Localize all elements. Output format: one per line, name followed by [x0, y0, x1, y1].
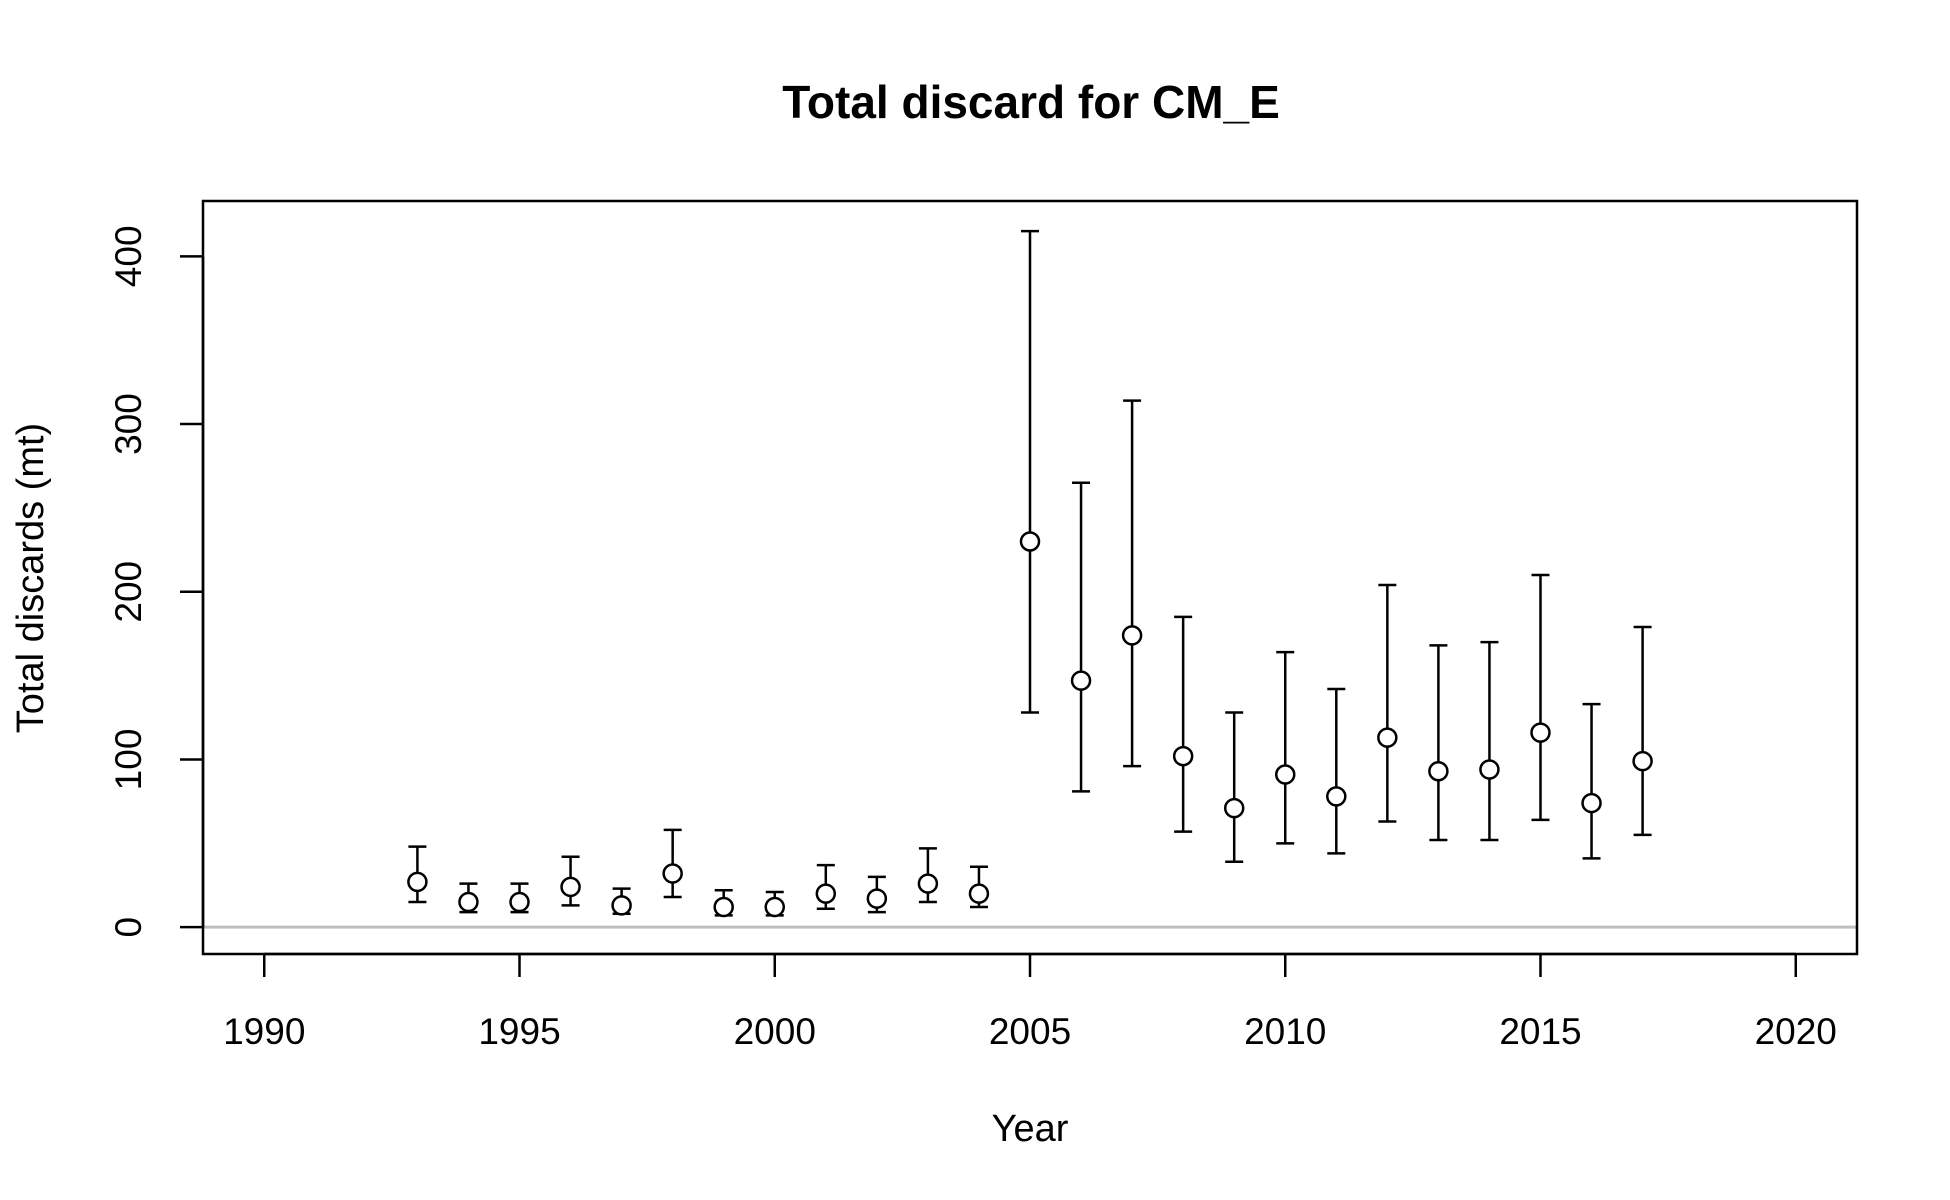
data-point	[815, 883, 837, 904]
data-point	[1223, 797, 1245, 819]
data-point-group	[1070, 481, 1092, 793]
data-point	[1632, 750, 1653, 772]
x-axis-label: Year	[992, 1108, 1069, 1150]
y-tick-label: 400	[108, 225, 149, 287]
y-tick-label: 200	[108, 561, 149, 623]
data-point-group	[866, 875, 888, 914]
data-point-group	[1428, 644, 1449, 842]
data-point	[917, 873, 939, 894]
data-point	[1172, 745, 1194, 767]
data-point-group	[1223, 711, 1245, 864]
x-tick-label: 2010	[1244, 1011, 1326, 1052]
data-point-group	[764, 890, 786, 918]
data-point-group	[611, 887, 632, 916]
data-point	[1377, 727, 1398, 748]
data-point-group	[1581, 702, 1602, 860]
data-point	[1121, 625, 1143, 646]
data-point-group	[917, 847, 939, 904]
x-tick-label: 2000	[734, 1011, 816, 1052]
data-point-group	[1121, 399, 1143, 768]
data-point-group	[1274, 650, 1296, 845]
data-point-group	[458, 882, 479, 914]
data-point	[764, 896, 786, 918]
data-point-group	[1172, 615, 1194, 833]
x-tick-label: 1995	[478, 1011, 560, 1052]
data-point	[509, 891, 530, 913]
data-point-group	[1632, 625, 1653, 837]
y-tick-label: 300	[108, 393, 149, 455]
y-axis-label: Total discards (mt)	[10, 423, 52, 733]
data-point	[1479, 759, 1500, 780]
data-point	[1530, 722, 1551, 743]
y-tick-label: 100	[108, 729, 149, 791]
x-tick-label: 1990	[223, 1011, 305, 1052]
data-point-group	[815, 863, 837, 910]
data-point	[968, 883, 990, 904]
data-point-group	[968, 865, 990, 909]
data-point-group	[662, 828, 683, 899]
data-point-group	[1377, 583, 1398, 823]
data-point	[611, 895, 632, 916]
data-point	[713, 896, 734, 918]
data-point	[458, 891, 479, 913]
data-point	[1019, 531, 1041, 552]
x-tick-label: 2020	[1755, 1011, 1837, 1052]
data-point-group	[1019, 229, 1041, 714]
y-tick-label: 0	[108, 917, 149, 938]
data-point-group	[407, 845, 428, 904]
data-point	[1070, 670, 1092, 691]
x-tick-label: 2005	[989, 1011, 1071, 1052]
data-point	[1326, 786, 1347, 807]
data-point-group	[1530, 573, 1551, 822]
data-point-group	[1326, 687, 1347, 855]
data-point	[407, 871, 428, 893]
data-point-group	[713, 889, 734, 918]
data-point	[1274, 764, 1296, 785]
data-point-group	[1479, 640, 1500, 842]
data-point-group	[560, 855, 581, 907]
data-point	[1428, 760, 1449, 782]
data-point-group	[509, 882, 530, 914]
data-point	[560, 876, 581, 898]
data-point	[1581, 792, 1602, 814]
data-point	[662, 863, 683, 884]
x-tick-label: 2015	[1499, 1011, 1581, 1052]
data-point	[866, 888, 888, 909]
chart-title: Total discard for CM_E	[782, 76, 1280, 128]
